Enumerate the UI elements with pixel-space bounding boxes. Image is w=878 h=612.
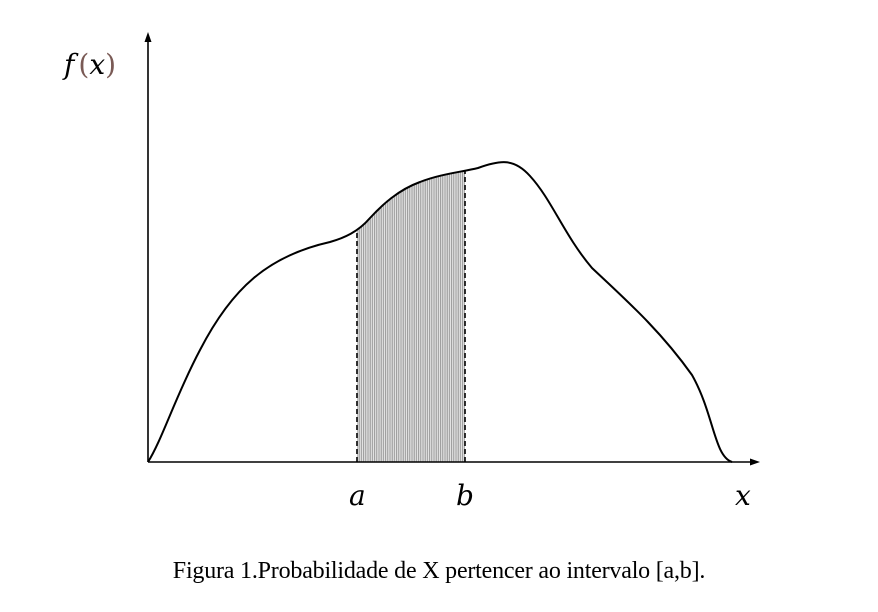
interval-a-label: a — [349, 479, 366, 512]
figure-caption: Figura 1.Probabilidade de X pertencer ao… — [172, 558, 706, 584]
x-axis-arrowhead — [750, 458, 760, 466]
y-axis-label-close-paren: ) — [105, 48, 116, 81]
x-axis-label: x — [735, 479, 751, 512]
y-axis-label-open-paren: ( — [78, 48, 89, 81]
probability-area-shading — [357, 170, 465, 462]
y-axis-arrowhead — [144, 32, 152, 42]
y-axis-label-f: f — [62, 48, 79, 81]
y-axis-label: f (x) — [62, 48, 116, 81]
density-curve — [147, 161, 733, 463]
interval-b-label: b — [456, 479, 474, 512]
y-axis-label-x: x — [89, 48, 105, 81]
